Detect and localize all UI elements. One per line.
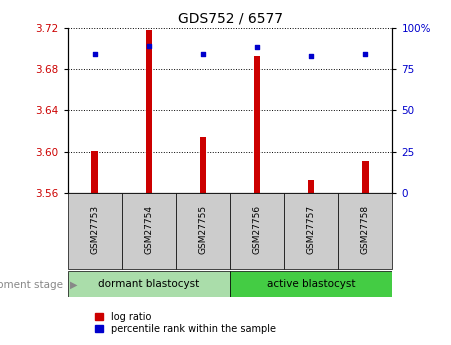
FancyBboxPatch shape: [176, 193, 230, 269]
Text: GSM27758: GSM27758: [361, 205, 370, 254]
Text: GSM27756: GSM27756: [253, 205, 262, 254]
Bar: [362, 161, 368, 193]
Bar: [92, 151, 98, 193]
FancyBboxPatch shape: [122, 193, 176, 269]
Legend: log ratio, percentile rank within the sample: log ratio, percentile rank within the sa…: [95, 312, 276, 334]
Title: GDS752 / 6577: GDS752 / 6577: [178, 11, 282, 25]
Text: GSM27753: GSM27753: [90, 205, 99, 254]
Point: [145, 43, 152, 49]
FancyBboxPatch shape: [338, 193, 392, 269]
Bar: [146, 30, 152, 193]
Text: active blastocyst: active blastocyst: [267, 279, 355, 289]
Point: [253, 45, 261, 50]
Point: [362, 51, 369, 57]
FancyBboxPatch shape: [68, 193, 122, 269]
FancyBboxPatch shape: [284, 193, 338, 269]
Bar: [308, 180, 314, 193]
Text: GSM27757: GSM27757: [307, 205, 316, 254]
Point: [199, 51, 207, 57]
Text: GSM27754: GSM27754: [144, 205, 153, 254]
FancyBboxPatch shape: [230, 271, 392, 297]
Text: dormant blastocyst: dormant blastocyst: [98, 279, 199, 289]
FancyBboxPatch shape: [230, 193, 284, 269]
Text: GSM27755: GSM27755: [198, 205, 207, 254]
FancyBboxPatch shape: [68, 271, 230, 297]
Bar: [254, 56, 260, 193]
Point: [91, 51, 98, 57]
Text: ▶: ▶: [70, 280, 78, 289]
Point: [308, 53, 315, 59]
Bar: [200, 137, 206, 193]
Text: development stage: development stage: [0, 280, 63, 289]
